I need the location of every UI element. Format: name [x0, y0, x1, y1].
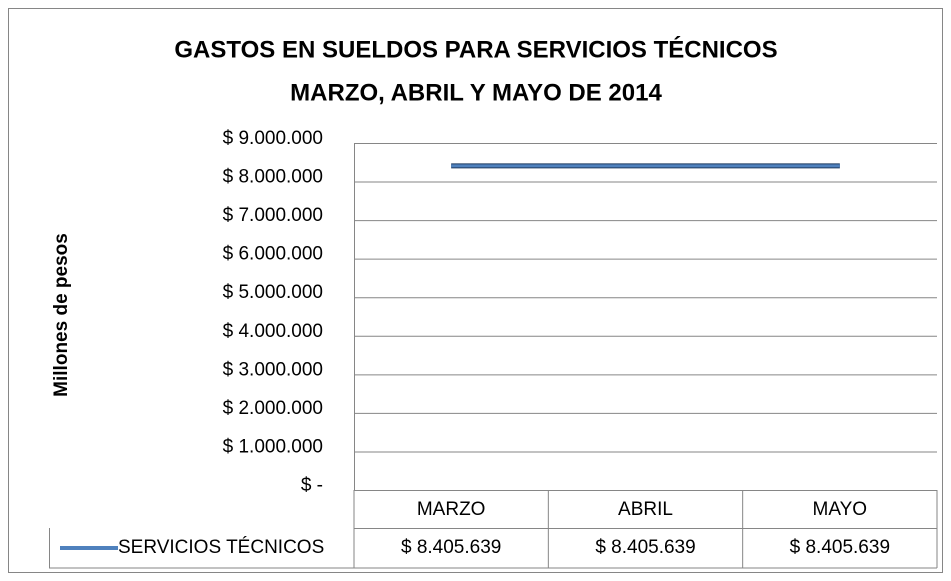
y-tick-label: $ 5.000.000 [223, 282, 323, 303]
chart-title: GASTOS EN SUELDOS PARA SERVICIOS TÉCNICO… [174, 35, 777, 63]
data-label: $ 8.405.639 [401, 537, 501, 558]
y-tick-label: $ 4.000.000 [223, 321, 323, 342]
x-tick-label: MARZO [417, 499, 486, 520]
data-label: $ 8.405.639 [595, 537, 695, 558]
chart-subtitle: MARZO, ABRIL Y MAYO DE 2014 [290, 79, 662, 106]
x-tick-label: ABRIL [618, 499, 673, 520]
y-axis-label: Millones de pesos [51, 233, 72, 397]
y-tick-label: $ 2.000.000 [223, 398, 323, 419]
y-tick-label: $ 6.000.000 [223, 244, 323, 265]
x-tick-label: MAYO [813, 499, 868, 520]
data-label: $ 8.405.639 [790, 537, 890, 558]
y-tick-label: $ 1.000.000 [223, 436, 323, 457]
y-tick-label: $ 8.000.000 [223, 167, 323, 188]
y-tick-label: $ - [301, 475, 323, 496]
y-tick-label: $ 7.000.000 [223, 205, 323, 226]
y-tick-label: $ 3.000.000 [223, 359, 323, 380]
legend-label: SERVICIOS TÉCNICOS [118, 537, 324, 558]
y-tick-label: $ 9.000.000 [223, 128, 323, 149]
chart-border [8, 8, 943, 573]
